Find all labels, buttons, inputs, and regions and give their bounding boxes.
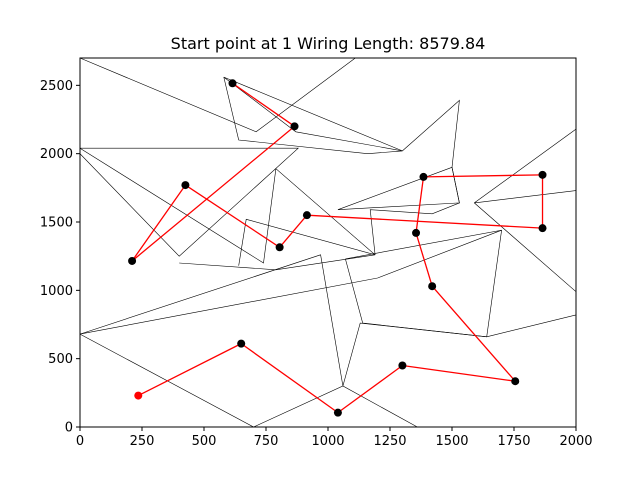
y-tick-label: 0 xyxy=(65,421,73,436)
background-line xyxy=(474,128,577,204)
route-point xyxy=(302,211,311,220)
route-segment xyxy=(423,174,543,178)
background-line xyxy=(474,190,577,204)
y-tick-label: 2000 xyxy=(40,147,73,162)
x-tick-label: 1500 xyxy=(435,434,468,449)
x-tick-label: 1000 xyxy=(311,434,344,449)
x-axis: 0 250 500 750 1000 1250 1500 1750 2000 xyxy=(76,427,593,449)
route-point xyxy=(128,256,137,265)
background-line xyxy=(486,314,577,338)
route-point xyxy=(419,172,428,181)
x-tick-label: 750 xyxy=(254,434,279,449)
route-segment xyxy=(415,232,433,287)
route-point xyxy=(228,79,237,88)
x-tick-label: 250 xyxy=(130,434,155,449)
point-layer xyxy=(128,79,547,417)
x-tick-label: 0 xyxy=(76,434,84,449)
start-point xyxy=(134,391,143,400)
route-point xyxy=(428,282,437,291)
background-line xyxy=(79,254,487,387)
background-line xyxy=(79,147,376,266)
x-tick-label: 1750 xyxy=(497,434,530,449)
background-line xyxy=(223,76,403,152)
background-line xyxy=(79,229,502,335)
route-point xyxy=(511,377,520,386)
route-segment xyxy=(306,214,543,229)
background-line xyxy=(79,57,356,133)
y-tick-label: 2500 xyxy=(40,79,73,94)
route-segment xyxy=(232,82,295,127)
route-point xyxy=(237,339,246,348)
x-tick-label: 1250 xyxy=(373,434,406,449)
route-point xyxy=(275,243,284,252)
route-segment xyxy=(337,364,403,414)
route-point xyxy=(412,228,421,237)
route-segment xyxy=(240,343,339,414)
route-point xyxy=(398,361,407,370)
background-line xyxy=(345,229,502,338)
route-segment xyxy=(131,184,186,262)
route-segment xyxy=(131,125,295,262)
route-segment xyxy=(402,364,516,382)
background-lines xyxy=(79,57,577,428)
background-line xyxy=(179,254,376,271)
background-line xyxy=(79,147,299,257)
background-line xyxy=(337,166,460,210)
y-tick-label: 1500 xyxy=(40,216,73,231)
route-segment xyxy=(415,176,425,234)
y-tick-label: 1000 xyxy=(40,284,73,299)
route-segment xyxy=(279,214,308,248)
background-line xyxy=(474,202,577,292)
chart-title: Start point at 1 Wiring Length: 8579.84 xyxy=(171,34,486,53)
route-segment xyxy=(137,343,242,397)
route-point xyxy=(538,170,547,179)
y-tick-label: 500 xyxy=(48,352,73,367)
route-layer xyxy=(131,82,544,414)
route-point xyxy=(290,122,299,131)
route-point xyxy=(181,181,190,190)
y-axis: 0 500 1000 1500 2000 2500 xyxy=(40,79,80,436)
route-segment xyxy=(185,184,280,248)
x-tick-label: 500 xyxy=(192,434,217,449)
background-line xyxy=(79,333,418,428)
x-tick-label: 2000 xyxy=(559,434,592,449)
route-segment xyxy=(431,285,516,382)
route-point xyxy=(333,408,342,417)
route-point xyxy=(538,224,547,233)
background-line xyxy=(223,77,403,155)
